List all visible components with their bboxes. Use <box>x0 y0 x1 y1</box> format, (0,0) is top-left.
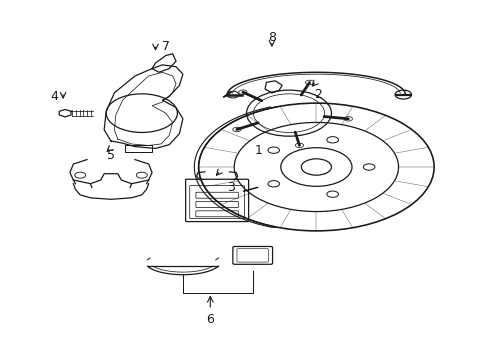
Text: 4: 4 <box>50 90 58 103</box>
Circle shape <box>238 90 246 94</box>
Text: 3: 3 <box>226 181 234 194</box>
Text: 6: 6 <box>206 313 214 326</box>
Text: 2: 2 <box>314 88 322 101</box>
Text: 8: 8 <box>267 31 275 44</box>
Circle shape <box>305 80 313 85</box>
Text: 1: 1 <box>254 144 262 157</box>
Circle shape <box>344 117 352 121</box>
Circle shape <box>232 127 241 132</box>
Text: 7: 7 <box>162 40 169 53</box>
Text: 5: 5 <box>107 149 115 162</box>
Circle shape <box>295 143 303 148</box>
